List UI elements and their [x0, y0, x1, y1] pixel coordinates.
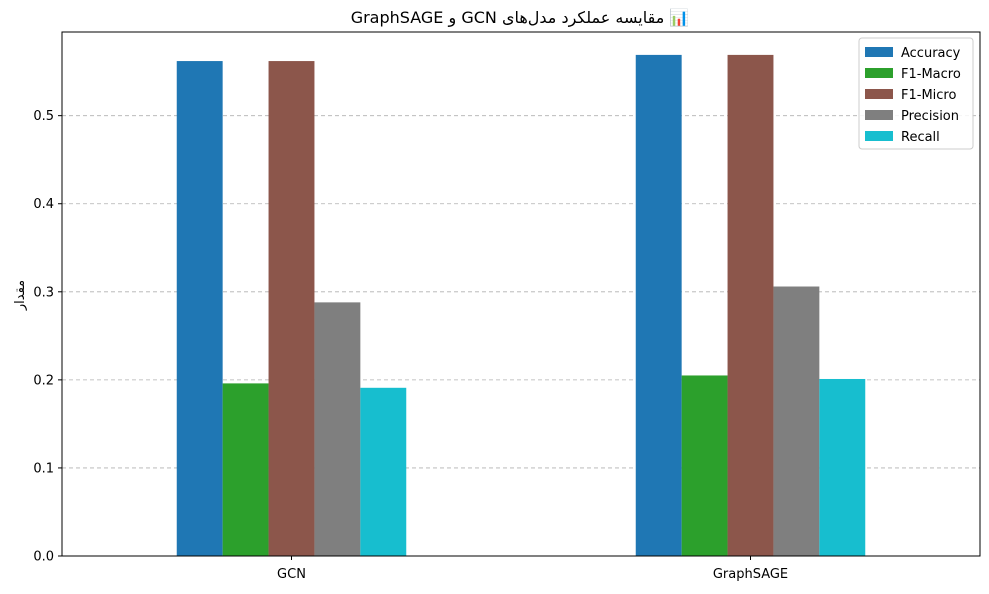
bar-f1-macro-graphsage — [681, 375, 728, 556]
y-axis: 0.0 0.1 0.2 0.3 0.4 0.5 — [33, 109, 62, 565]
bar-f1-macro-gcn — [222, 383, 269, 556]
y-tick-label: 0.5 — [33, 109, 54, 124]
legend-label-recall[interactable]: Recall — [901, 130, 940, 145]
y-axis-label: مقدار — [13, 280, 28, 311]
legend-label-accuracy[interactable]: Accuracy — [901, 46, 961, 61]
y-tick-label: 0.0 — [33, 550, 54, 565]
legend-swatch-recall — [865, 131, 893, 141]
legend-label-f1-macro[interactable]: F1-Macro — [901, 67, 961, 82]
legend-swatch-f1-macro — [865, 68, 893, 78]
bar-accuracy-gcn — [176, 61, 223, 556]
y-tick-label: 0.3 — [33, 285, 54, 300]
legend-swatch-f1-micro — [865, 89, 893, 99]
x-axis: GCN GraphSAGE — [277, 556, 788, 582]
legend-label-precision[interactable]: Precision — [901, 109, 959, 124]
bar-recall-graphsage — [819, 378, 866, 556]
bar-accuracy-graphsage — [635, 54, 682, 556]
plot-frame — [61, 31, 981, 557]
legend-box — [858, 37, 974, 150]
x-tick-label: GCN — [277, 567, 306, 582]
chart-title: 📊 مقایسه عملکرد مدل‌های GCN و GraphSAGE — [351, 8, 690, 28]
y-tick-label: 0.1 — [33, 461, 54, 476]
bars — [176, 54, 866, 556]
legend-swatch-accuracy — [865, 47, 893, 57]
legend[interactable]: Accuracy F1-Macro F1-Micro Precision Recall — [858, 37, 974, 150]
bar-recall-gcn — [360, 387, 407, 556]
y-tick-label: 0.2 — [33, 373, 54, 388]
bar-precision-gcn — [314, 302, 361, 556]
legend-swatch-precision — [865, 110, 893, 120]
y-tick-label: 0.4 — [33, 197, 54, 212]
bar-f1-micro-gcn — [268, 61, 315, 556]
legend-label-f1-micro[interactable]: F1-Micro — [901, 88, 956, 103]
x-tick-label: GraphSAGE — [713, 567, 788, 582]
bar-f1-micro-graphsage — [727, 54, 774, 556]
bar-precision-graphsage — [773, 286, 820, 556]
